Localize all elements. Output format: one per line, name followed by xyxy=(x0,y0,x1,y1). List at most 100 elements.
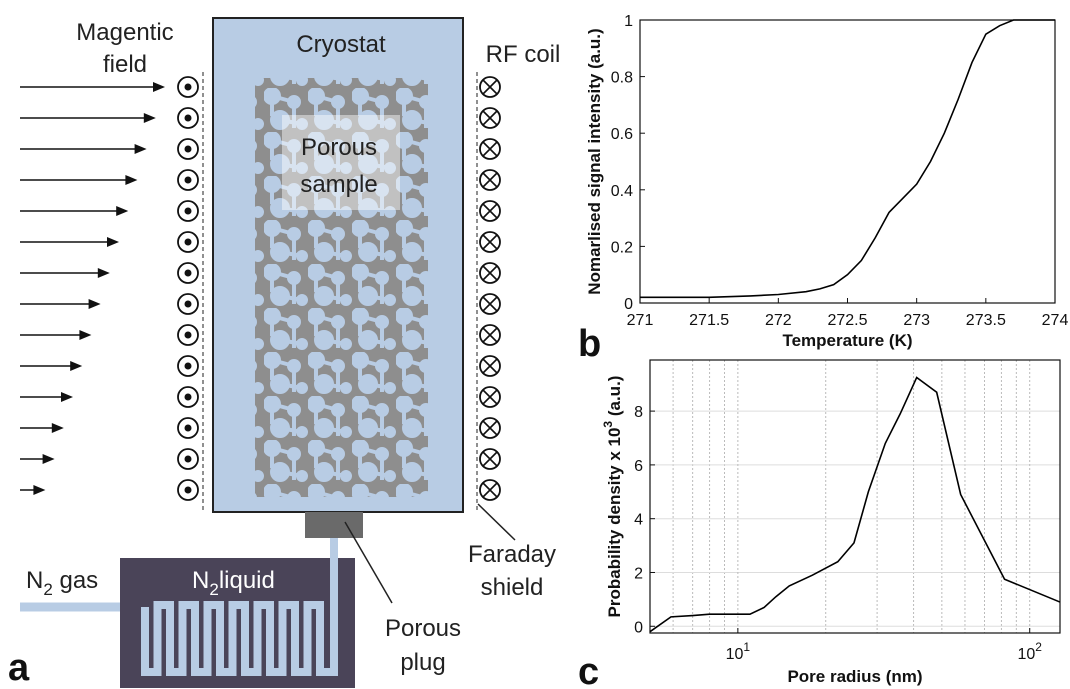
plot-frame xyxy=(649,359,1061,634)
sample-label-box xyxy=(282,115,400,210)
coil-cross-x xyxy=(482,482,498,498)
x-tick-label-base: 10 xyxy=(1017,646,1035,663)
y-tick-label: 0 xyxy=(624,296,633,313)
x-tick-label: 271.5 xyxy=(689,312,729,329)
leader-line xyxy=(477,503,516,541)
coil-dot-center xyxy=(184,362,192,370)
arrow-head xyxy=(51,423,64,433)
panel-label: c xyxy=(578,651,599,689)
coil-cross-x xyxy=(482,296,498,312)
y-axis-label: Probability density x 103 (a.u.) xyxy=(601,376,624,618)
label-sub: 2 xyxy=(43,580,52,599)
y-tick-label: 0.4 xyxy=(611,183,633,200)
label: Porous xyxy=(301,134,377,161)
x-axis-label: Pore radius (nm) xyxy=(787,667,922,686)
x-tick-label: 101 xyxy=(726,640,751,663)
y-axis-label-part: (a.u.) xyxy=(605,376,624,421)
x-tick-label-exp: 2 xyxy=(1035,640,1042,654)
label: Cryostat xyxy=(296,31,386,58)
field-arrows xyxy=(20,82,165,495)
x-axis-label: Temperature (K) xyxy=(782,331,912,350)
coil-dot-center xyxy=(184,393,192,401)
coil-dot-center xyxy=(184,486,192,494)
arrow-head xyxy=(42,454,55,464)
coil-cross-x xyxy=(482,110,498,126)
x-tick-label: 274 xyxy=(1042,312,1069,329)
label: Magentic xyxy=(76,19,173,46)
label: plug xyxy=(400,649,445,676)
y-axis-label: Nomarlised signal intensity (a.u.) xyxy=(585,28,604,294)
label: shield xyxy=(481,574,544,601)
coil-dot-center xyxy=(184,455,192,463)
coil-cross-x xyxy=(482,141,498,157)
data-line xyxy=(649,376,1061,633)
arrow-head xyxy=(107,237,119,247)
y-axis-label-part: 3 xyxy=(601,421,615,428)
label-part: gas xyxy=(53,567,98,594)
arrow-head xyxy=(70,361,83,371)
coil-cross-x xyxy=(482,265,498,281)
x-tick-label-base: 10 xyxy=(726,646,744,663)
coil-dot-center xyxy=(184,207,192,215)
y-tick-label: 8 xyxy=(634,404,643,421)
coil-dot-center xyxy=(184,300,192,308)
coil-dot-center xyxy=(184,331,192,339)
arrow-head xyxy=(79,330,92,340)
porous-region xyxy=(255,78,428,497)
leader-line xyxy=(344,521,393,604)
coil-cross-x xyxy=(482,358,498,374)
x-tick-label-exp: 1 xyxy=(743,640,750,654)
diagram: Magentic field Cryostat RF coil Porous s… xyxy=(8,17,561,689)
coil-dot-center xyxy=(184,424,192,432)
y-tick-label: 6 xyxy=(634,458,643,475)
y-tick-label: 0.8 xyxy=(611,70,633,87)
label: N2 gas xyxy=(26,567,98,599)
coil-cross-x xyxy=(482,79,498,95)
x-tick-label: 272.5 xyxy=(827,312,867,329)
x-tick-label: 273 xyxy=(903,312,930,329)
arrow-head xyxy=(33,485,46,495)
arrow-head xyxy=(143,113,156,123)
y-tick-label: 4 xyxy=(634,512,643,529)
x-tick-label: 272 xyxy=(765,312,792,329)
plot-frame xyxy=(639,19,1056,304)
label-part: N xyxy=(26,567,43,594)
label: sample xyxy=(300,171,377,198)
label-sub: 2 xyxy=(209,580,218,599)
coil-dot-center xyxy=(184,176,192,184)
arrow-head xyxy=(125,175,138,185)
coil-dot-center xyxy=(184,83,192,91)
coil-dot-center xyxy=(184,238,192,246)
coil-cross-x xyxy=(482,389,498,405)
data-line xyxy=(640,19,1055,299)
y-tick-label: 2 xyxy=(634,565,643,582)
coil-cross-x xyxy=(482,327,498,343)
arrow-head xyxy=(61,392,73,402)
coil-cross-x xyxy=(482,420,498,436)
panel-label: b xyxy=(578,323,601,365)
y-tick-label: 0.2 xyxy=(611,239,633,256)
arrow-head xyxy=(153,82,165,92)
y-tick-label: 0.6 xyxy=(611,126,633,143)
x-tick-label: 102 xyxy=(1017,640,1042,663)
x-tick-label: 271 xyxy=(627,312,654,329)
label-part: liquid xyxy=(219,567,275,594)
y-axis-label-part: Probability density x 10 xyxy=(605,428,624,618)
arrow-head xyxy=(116,206,129,216)
label: RF coil xyxy=(486,41,561,68)
coils xyxy=(177,76,501,501)
coil-cross-x xyxy=(482,172,498,188)
arrow-head xyxy=(134,144,147,154)
label: Faraday xyxy=(468,541,556,568)
label: N2liquid xyxy=(192,567,275,599)
coil-dot-center xyxy=(184,145,192,153)
arrow-head xyxy=(88,299,101,309)
serpentine-tube xyxy=(141,601,338,676)
porous-plug xyxy=(305,512,363,538)
coil-cross-x xyxy=(482,234,498,250)
arrow-head xyxy=(97,268,110,278)
label: Porous xyxy=(385,615,461,642)
